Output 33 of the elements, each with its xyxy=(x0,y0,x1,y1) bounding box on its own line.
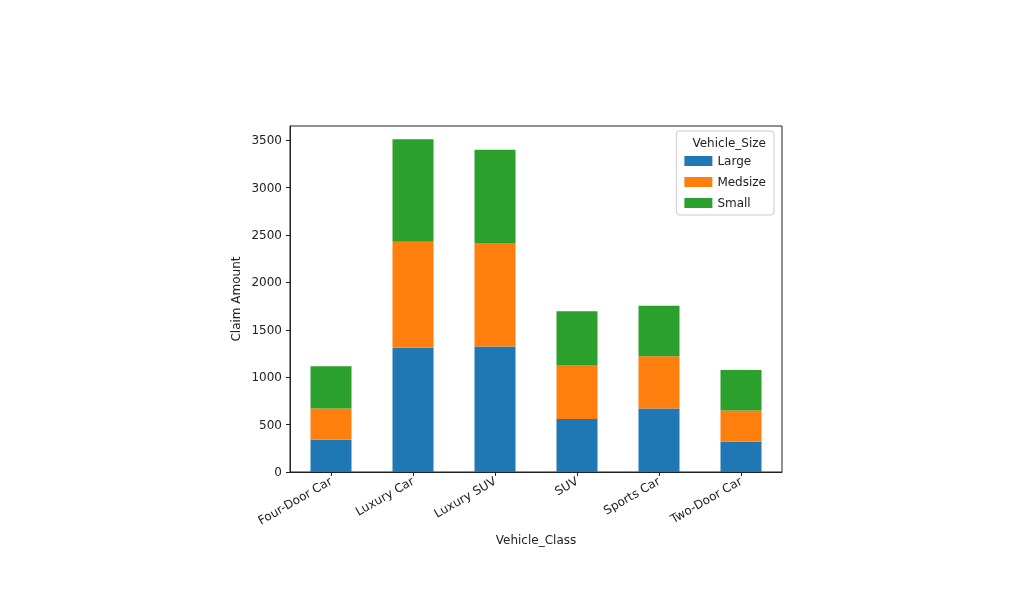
bar xyxy=(474,346,516,472)
bar xyxy=(638,356,680,409)
legend-title: Vehicle_Size xyxy=(692,136,766,150)
bar xyxy=(474,243,516,347)
bar xyxy=(556,364,598,419)
y-tick-label: 2500 xyxy=(251,228,282,243)
bar xyxy=(392,139,434,242)
y-tick-label: 3000 xyxy=(251,180,282,195)
bar xyxy=(720,370,762,411)
y-tick-label: 0 xyxy=(274,465,282,479)
y-tick-label: 2000 xyxy=(251,275,282,290)
bar xyxy=(392,347,434,472)
legend-label: Medsize xyxy=(717,175,766,189)
legend-label: Large xyxy=(717,154,752,168)
y-tick-label: 500 xyxy=(259,417,282,432)
bar xyxy=(638,408,680,472)
bar xyxy=(556,311,598,365)
bar xyxy=(474,149,516,244)
bar xyxy=(556,418,598,472)
y-tick-label: 1000 xyxy=(251,370,282,385)
x-tick-label: SUV xyxy=(552,473,582,499)
y-tick-label: 1500 xyxy=(251,322,282,337)
y-tick-label: 3500 xyxy=(251,133,282,148)
bar xyxy=(720,410,762,442)
legend-label: Small xyxy=(717,196,751,210)
x-axis-title: Vehicle_Class xyxy=(495,533,577,547)
y-axis-title: Claim Amount xyxy=(229,256,243,342)
bar xyxy=(310,366,352,409)
bar xyxy=(310,439,352,472)
bar xyxy=(310,408,352,440)
bar xyxy=(720,441,762,472)
bar xyxy=(638,305,680,357)
bar xyxy=(392,241,434,348)
